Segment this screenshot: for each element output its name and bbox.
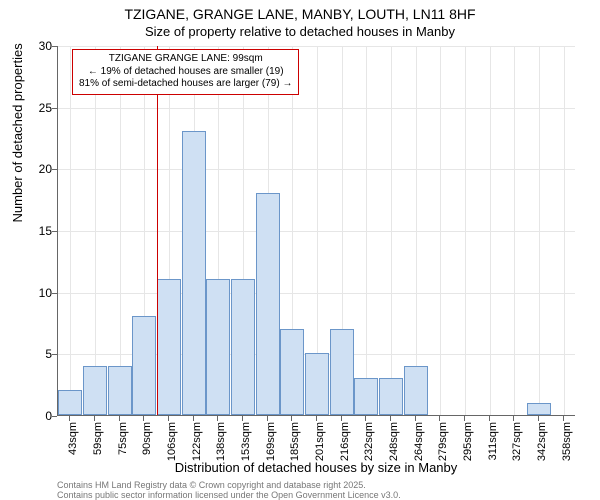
x-tick-mark [563, 416, 564, 421]
histogram-bar [83, 366, 107, 415]
histogram-bar [231, 279, 255, 415]
y-tick-label: 5 [22, 347, 52, 361]
x-tick-mark [538, 416, 539, 421]
x-tick-label: 75sqm [117, 422, 129, 455]
annotation-line: ← 19% of detached houses are smaller (19… [79, 66, 292, 79]
y-tick-label: 0 [22, 409, 52, 423]
y-tick-mark [52, 231, 57, 232]
gridline-vertical [95, 46, 96, 415]
gridline-vertical [539, 46, 540, 415]
y-tick-label: 25 [22, 101, 52, 115]
x-tick-mark [242, 416, 243, 421]
histogram-bar [404, 366, 428, 415]
histogram-bar [108, 366, 132, 415]
x-tick-mark [119, 416, 120, 421]
credit-line-1: Contains HM Land Registry data © Crown c… [57, 480, 366, 490]
x-tick-label: 295sqm [462, 422, 474, 461]
y-tick-mark [52, 416, 57, 417]
x-tick-label: 311sqm [487, 422, 499, 460]
x-tick-mark [69, 416, 70, 421]
credit-line-2: Contains public sector information licen… [57, 490, 401, 500]
x-tick-label: 327sqm [511, 422, 523, 461]
x-tick-label: 122sqm [191, 422, 203, 461]
chart-title: TZIGANE, GRANGE LANE, MANBY, LOUTH, LN11… [0, 6, 600, 22]
histogram-bar [280, 329, 304, 415]
x-tick-label: 153sqm [240, 422, 252, 461]
x-tick-mark [143, 416, 144, 421]
x-tick-label: 59sqm [92, 422, 104, 455]
histogram-bar [256, 193, 280, 415]
gridline-vertical [465, 46, 466, 415]
x-tick-label: 279sqm [437, 422, 449, 461]
x-tick-mark [168, 416, 169, 421]
y-tick-mark [52, 169, 57, 170]
gridline-vertical [120, 46, 121, 415]
x-tick-mark [513, 416, 514, 421]
histogram-bar [305, 353, 329, 415]
x-tick-mark [341, 416, 342, 421]
histogram-bar [379, 378, 403, 415]
gridline-vertical [490, 46, 491, 415]
gridline-vertical [514, 46, 515, 415]
y-tick-mark [52, 108, 57, 109]
x-tick-mark [291, 416, 292, 421]
x-tick-label: 43sqm [67, 422, 79, 455]
x-tick-label: 342sqm [536, 422, 548, 461]
histogram-bar [330, 329, 354, 415]
x-tick-mark [217, 416, 218, 421]
marker-line [157, 46, 159, 415]
x-tick-mark [439, 416, 440, 421]
x-tick-mark [489, 416, 490, 421]
gridline-vertical [564, 46, 565, 415]
y-tick-label: 20 [22, 162, 52, 176]
y-tick-label: 10 [22, 286, 52, 300]
x-tick-label: 185sqm [289, 422, 301, 461]
x-tick-mark [365, 416, 366, 421]
x-tick-label: 248sqm [388, 422, 400, 461]
histogram-bar [354, 378, 378, 415]
x-tick-label: 358sqm [561, 422, 573, 461]
gridline-vertical [440, 46, 441, 415]
x-tick-label: 106sqm [166, 422, 178, 461]
x-tick-mark [316, 416, 317, 421]
plot-area: TZIGANE GRANGE LANE: 99sqm← 19% of detac… [57, 46, 575, 416]
y-tick-mark [52, 46, 57, 47]
histogram-bar [58, 390, 82, 415]
x-tick-mark [464, 416, 465, 421]
x-axis-label: Distribution of detached houses by size … [57, 460, 575, 475]
chart-subtitle: Size of property relative to detached ho… [0, 24, 600, 39]
gridline-vertical [391, 46, 392, 415]
x-tick-label: 138sqm [215, 422, 227, 461]
annotation-line: TZIGANE GRANGE LANE: 99sqm [79, 53, 292, 66]
x-tick-label: 264sqm [413, 422, 425, 461]
gridline-vertical [70, 46, 71, 415]
x-tick-mark [94, 416, 95, 421]
x-tick-label: 90sqm [141, 422, 153, 455]
y-tick-mark [52, 354, 57, 355]
annotation-box: TZIGANE GRANGE LANE: 99sqm← 19% of detac… [72, 49, 299, 95]
y-tick-mark [52, 293, 57, 294]
x-tick-label: 232sqm [363, 422, 375, 461]
y-tick-label: 15 [22, 224, 52, 238]
histogram-bar [157, 279, 181, 415]
y-axis-label: Number of detached properties [10, 43, 25, 222]
x-tick-mark [390, 416, 391, 421]
x-tick-mark [415, 416, 416, 421]
histogram-bar [527, 403, 551, 415]
histogram-bar [182, 131, 206, 415]
annotation-line: 81% of semi-detached houses are larger (… [79, 78, 292, 91]
x-tick-label: 169sqm [265, 422, 277, 461]
x-tick-mark [193, 416, 194, 421]
x-tick-mark [267, 416, 268, 421]
y-tick-label: 30 [22, 39, 52, 53]
gridline-vertical [416, 46, 417, 415]
gridline-vertical [366, 46, 367, 415]
histogram-bar [132, 316, 156, 415]
x-tick-label: 201sqm [314, 422, 326, 461]
x-tick-label: 216sqm [339, 422, 351, 461]
histogram-bar [206, 279, 230, 415]
